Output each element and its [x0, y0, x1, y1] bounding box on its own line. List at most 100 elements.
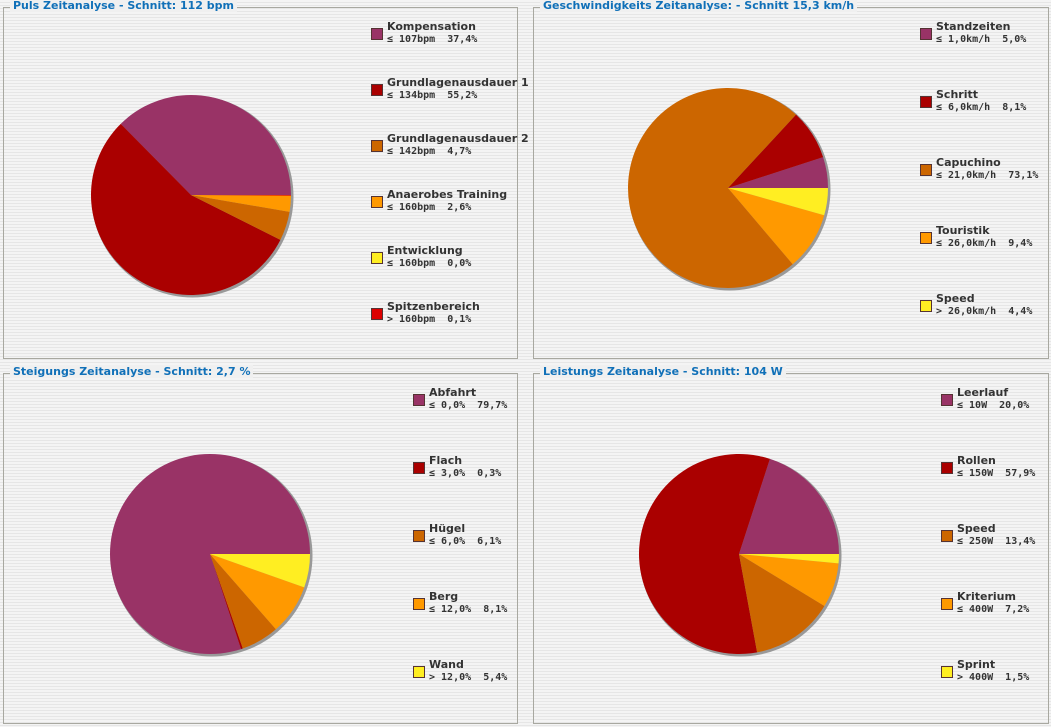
legend-swatch [941, 530, 953, 542]
legend-label: Speed [936, 292, 975, 305]
legend-swatch [413, 530, 425, 542]
geschwindigkeit-panel: Geschwindigkeits Zeitanalyse: - Schnitt … [533, 0, 1049, 359]
legend-value: > 26,0km/h 4,4% [936, 306, 1032, 317]
legend-value: ≤ 10W 20,0% [957, 400, 1029, 411]
legend-swatch [371, 252, 383, 264]
legend-range: ≤ 6,0km/h [936, 102, 991, 113]
pie-chart [110, 454, 313, 657]
pie-slice-speed [739, 554, 825, 653]
legend-swatch [413, 394, 425, 406]
legend-percent: 6,1% [477, 536, 502, 547]
pie-slice-spitzenbereich [191, 195, 291, 196]
legend-percent: 55,2% [447, 90, 478, 101]
legend-swatch [941, 666, 953, 678]
legend-range: ≤ 250W [957, 536, 994, 547]
pie-slice-grundlagenausdauer-2 [191, 195, 290, 240]
legend-label: Abfahrt [429, 386, 477, 399]
legend-value: ≤ 6,0% 6,1% [429, 536, 501, 547]
legend-range: ≤ 1,0km/h [936, 34, 991, 45]
legend-value: ≤ 134bpm 55,2% [387, 90, 477, 101]
legend-value: ≤ 26,0km/h 9,4% [936, 238, 1032, 249]
legend-percent: 2,6% [447, 202, 472, 213]
legend-value: ≤ 6,0km/h 8,1% [936, 102, 1026, 113]
legend-swatch [920, 28, 932, 40]
pie-slice-speed [728, 188, 828, 216]
leistung-panel: Leistungs Zeitanalyse - Schnitt: 104 W L… [533, 365, 1049, 724]
legend-label: Leerlauf [957, 386, 1009, 399]
pie-slice-grundlagenausdauer-1 [91, 123, 281, 295]
legend-label: Schritt [936, 88, 978, 101]
legend-range: ≤ 26,0km/h [936, 238, 997, 249]
legend-value: ≤ 160bpm 0,0% [387, 258, 471, 269]
legend-swatch [920, 232, 932, 244]
legend-swatch [413, 462, 425, 474]
legend-value: ≤ 160bpm 2,6% [387, 202, 471, 213]
legend-swatch [371, 196, 383, 208]
legend-range: ≤ 160bpm [387, 202, 436, 213]
pie-slice-anaerobes-training [191, 195, 291, 212]
legend-percent: 20,0% [999, 400, 1030, 411]
legend-swatch [920, 96, 932, 108]
legend-percent: 9,4% [1008, 238, 1033, 249]
legend-value: ≤ 400W 7,2% [957, 604, 1029, 615]
legend-range: ≤ 134bpm [387, 90, 436, 101]
legend-percent: 79,7% [477, 400, 508, 411]
legend-swatch [371, 140, 383, 152]
legend-percent: 4,4% [1008, 306, 1033, 317]
legend-label: Rollen [957, 454, 996, 467]
legend-swatch [413, 666, 425, 678]
pie-slice-flach [210, 554, 243, 650]
pie-slice-h-gel [210, 554, 276, 649]
legend-label: Standzeiten [936, 20, 1011, 33]
legend-range: ≤ 3,0% [429, 468, 466, 479]
legend-percent: 73,1% [1008, 170, 1039, 181]
pie-slice-wand [210, 554, 310, 588]
legend-label: Speed [957, 522, 996, 535]
legend-swatch [941, 394, 953, 406]
legend-range: ≤ 21,0km/h [936, 170, 997, 181]
legend-range: ≤ 10W [957, 400, 988, 411]
legend-percent: 0,1% [447, 314, 472, 325]
legend-swatch [413, 598, 425, 610]
legend-label: Grundlagenausdauer 1 [387, 76, 529, 89]
pie-slice-sprint [739, 554, 839, 564]
legend-range: > 12,0% [429, 672, 472, 683]
legend-range: ≤ 12,0% [429, 604, 472, 615]
pie-slice-touristik [728, 188, 825, 265]
legend-percent: 0,0% [447, 258, 472, 269]
legend-percent: 13,4% [1005, 536, 1036, 547]
legend-swatch [371, 28, 383, 40]
pie-chart [91, 95, 294, 298]
legend-value: ≤ 12,0% 8,1% [429, 604, 507, 615]
legend-value: ≤ 107bpm 37,4% [387, 34, 477, 45]
pie-chart [628, 88, 831, 291]
legend-swatch [371, 308, 383, 320]
legend-range: ≤ 107bpm [387, 34, 436, 45]
legend-label: Spitzenbereich [387, 300, 480, 313]
legend-value: > 12,0% 5,4% [429, 672, 507, 683]
legend-swatch [371, 84, 383, 96]
legend-range: > 26,0km/h [936, 306, 997, 317]
legend-value: ≤ 142bpm 4,7% [387, 146, 471, 157]
pie-slice-capuchino [628, 88, 796, 289]
legend-swatch [920, 164, 932, 176]
legend-percent: 0,3% [477, 468, 502, 479]
legend-percent: 5,4% [483, 672, 508, 683]
legend-percent: 8,1% [483, 604, 508, 615]
pie-slice-kriterium [739, 554, 839, 606]
legend-percent: 4,7% [447, 146, 472, 157]
legend-percent: 7,2% [1005, 604, 1030, 615]
legend-value: ≤ 0,0% 79,7% [429, 400, 507, 411]
legend-label: Flach [429, 454, 463, 467]
legend-swatch [920, 300, 932, 312]
legend-percent: 5,0% [1002, 34, 1027, 45]
legend-value: ≤ 21,0km/h 73,1% [936, 170, 1038, 181]
legend-range: > 160bpm [387, 314, 436, 325]
panel-title: Puls Zeitanalyse - Schnitt: 112 bpm [10, 0, 237, 12]
panel-title: Steigungs Zeitanalyse - Schnitt: 2,7 % [10, 365, 254, 378]
legend-swatch [941, 598, 953, 610]
legend-percent: 8,1% [1002, 102, 1027, 113]
pie-slice-leerlauf [739, 458, 839, 554]
legend-value: ≤ 250W 13,4% [957, 536, 1035, 547]
legend-range: ≤ 160bpm [387, 258, 436, 269]
